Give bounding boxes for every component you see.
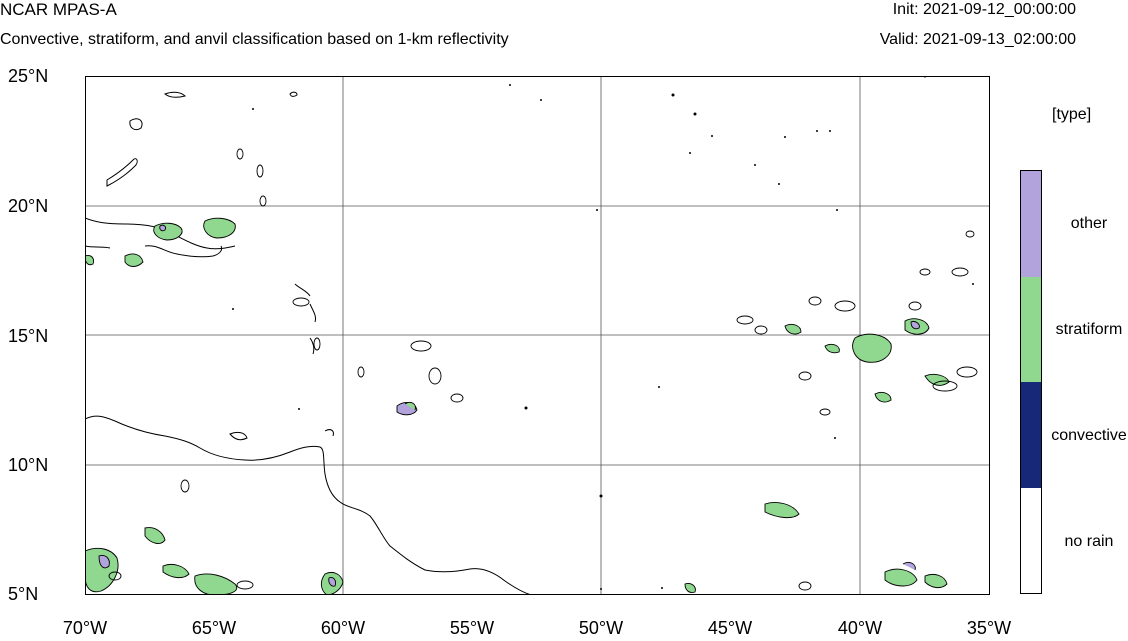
map-title: NCAR MPAS-A: [0, 0, 117, 19]
init-time: Init: 2021-09-12_00:00:00: [892, 1, 1076, 18]
valid-time: Valid: 2021-09-13_02:00:00: [879, 31, 1076, 48]
legend-colorbar: [1020, 170, 1042, 594]
lat-tick-20n: 20°N: [8, 196, 49, 216]
map-border: [85, 76, 990, 595]
cell-dots: [232, 76, 974, 590]
lat-tick-25n: 25°N: [8, 66, 49, 86]
legend-swatch-no-rain: [1021, 488, 1041, 593]
precip-patches: [85, 217, 950, 595]
legend-swatch-other: [1021, 171, 1041, 277]
lat-tick-5n: 5°N: [8, 584, 39, 604]
legend-label-other: other: [1070, 215, 1108, 232]
map-subtitle: Convective, stratiform, and anvil classi…: [0, 31, 509, 48]
lon-tick-65w: 65°W: [191, 618, 237, 638]
map-panel: [85, 76, 990, 595]
legend-swatch-stratiform: [1021, 277, 1041, 382]
lat-tick-15n: 15°N: [8, 326, 49, 346]
cell-outlines: [108, 148, 978, 591]
lon-tick-50w: 50°W: [578, 618, 624, 638]
legend-title: [type]: [1052, 106, 1092, 123]
coastline: [85, 91, 532, 595]
legend-swatch-convective: [1021, 382, 1041, 488]
legend-label-stratiform: stratiform: [1055, 321, 1123, 338]
lon-tick-70w: 70°W: [62, 618, 108, 638]
lon-tick-45w: 45°W: [707, 618, 753, 638]
lon-tick-60w: 60°W: [320, 618, 366, 638]
lon-tick-35w: 35°W: [966, 618, 1012, 638]
lon-tick-40w: 40°W: [837, 618, 883, 638]
legend-label-no-rain: no rain: [1064, 533, 1114, 550]
lat-tick-10n: 10°N: [8, 455, 49, 475]
legend-label-convective: convective: [1051, 427, 1127, 444]
lon-tick-55w: 55°W: [449, 618, 495, 638]
gridlines: [85, 76, 990, 595]
